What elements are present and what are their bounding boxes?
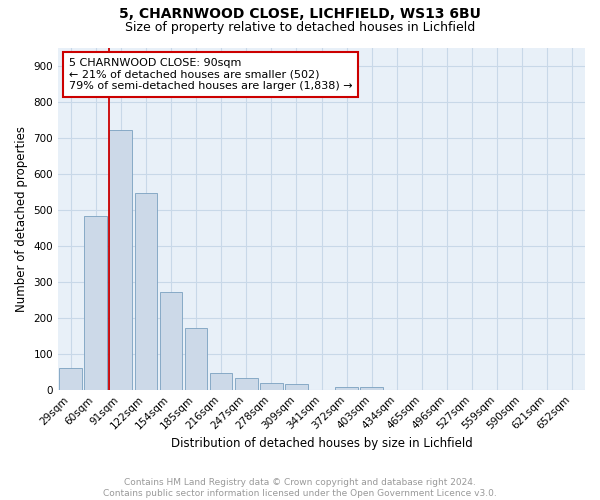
Bar: [361, 387, 383, 390]
Bar: [160, 292, 182, 390]
Bar: [59, 368, 82, 390]
Text: Contains HM Land Registry data © Crown copyright and database right 2024.
Contai: Contains HM Land Registry data © Crown c…: [103, 478, 497, 498]
Bar: [260, 382, 283, 390]
Bar: [85, 216, 107, 390]
Bar: [235, 378, 257, 390]
Y-axis label: Number of detached properties: Number of detached properties: [15, 126, 28, 312]
Bar: [185, 328, 208, 390]
Text: 5 CHARNWOOD CLOSE: 90sqm
← 21% of detached houses are smaller (502)
79% of semi-: 5 CHARNWOOD CLOSE: 90sqm ← 21% of detach…: [68, 58, 352, 91]
Bar: [134, 194, 157, 390]
X-axis label: Distribution of detached houses by size in Lichfield: Distribution of detached houses by size …: [170, 437, 472, 450]
Bar: [109, 130, 132, 390]
Bar: [210, 373, 232, 390]
Bar: [285, 384, 308, 390]
Text: Size of property relative to detached houses in Lichfield: Size of property relative to detached ho…: [125, 21, 475, 34]
Bar: [335, 387, 358, 390]
Text: 5, CHARNWOOD CLOSE, LICHFIELD, WS13 6BU: 5, CHARNWOOD CLOSE, LICHFIELD, WS13 6BU: [119, 8, 481, 22]
